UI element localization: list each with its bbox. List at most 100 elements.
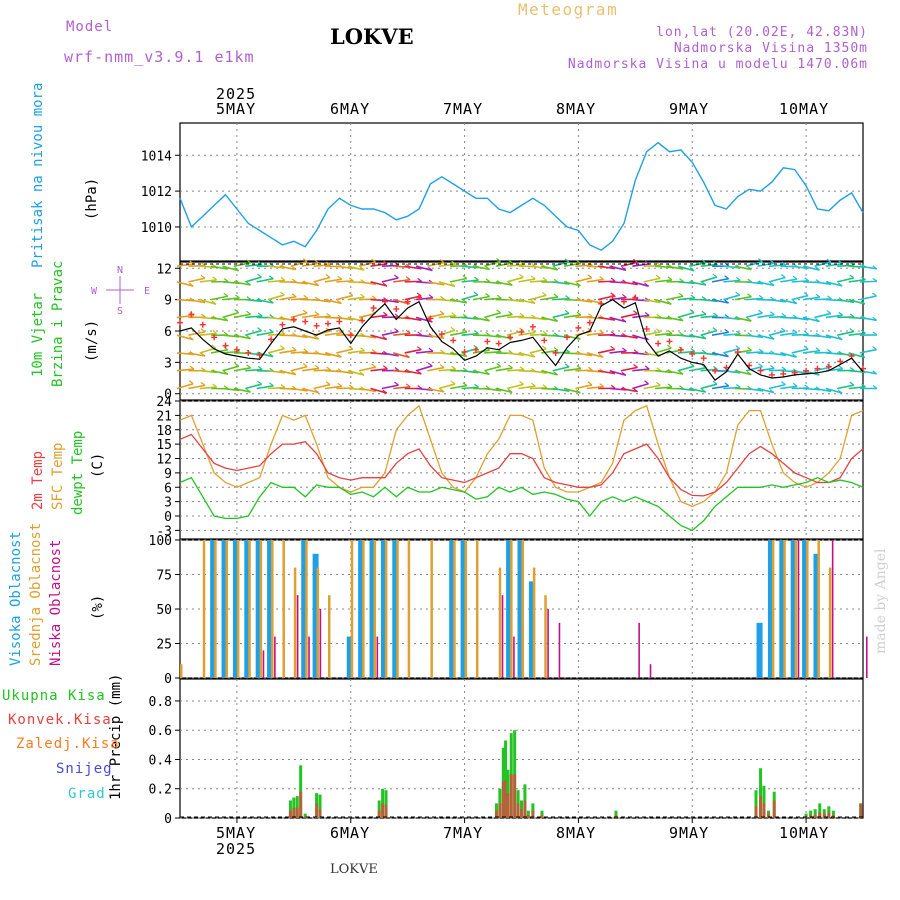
wind-barb [859,295,877,301]
wind-barb-head [473,291,479,296]
wind-barb-head [417,277,423,282]
precip-total-bar [318,794,322,818]
wind-barb-head [564,363,570,368]
wind-barb-head [280,330,286,335]
cloud-bar-0 [255,540,262,678]
compass-letter: E [144,286,150,297]
wind-barb-head [576,311,582,316]
wind-barb [313,264,331,267]
gust-marker [700,355,707,362]
precip-bars [288,730,863,818]
wind-barb-head [542,384,548,389]
model-name: wrf-nmm_v3.9.1 e1km [64,48,255,66]
gust-marker [689,351,696,357]
bottom-day-label: 8MAY [556,824,597,842]
wind-barb-head [439,364,445,369]
wind-barb-head [838,311,844,316]
cloud-bar-2 [319,609,322,678]
wind-barb-head [416,292,422,297]
wind-barb-head [325,274,331,279]
wind-barb [711,298,729,304]
cloud-bar-0 [358,540,365,678]
wind-barb-head [724,262,730,267]
cloud-bar-2 [558,622,561,678]
wind-barb-head [644,365,650,370]
wind-barb [575,384,593,390]
wind-barb [484,334,502,338]
wind-barb [677,387,695,392]
wind-barb-head [291,371,297,376]
wind-barb-head [439,259,445,264]
wind-barb-head [565,295,570,300]
gust-marker [507,334,514,341]
wind-barb-head [553,317,559,322]
wind-barb [256,277,274,283]
y-tick-label: 21 [156,409,172,424]
wind-barb [188,384,206,390]
wind-barb [233,367,251,372]
cloud-bar-1 [498,567,502,678]
wind-barb [757,387,775,394]
wind-barb-head [257,312,263,317]
cloud-bar-1 [430,540,433,678]
wind-barb-head [303,294,309,299]
wind-barb-head [496,257,501,262]
wind-barb-head [872,292,877,297]
wind-barb [768,383,786,390]
wind-barb-head [462,382,468,387]
wind-barb-head [666,344,672,349]
wind-barb-head [337,382,343,387]
wind-barb-head [746,317,752,322]
wind-barb-head [440,349,445,354]
wind-barb [598,316,616,321]
wind-barb-head [781,312,787,317]
panel-frame [179,678,864,819]
cloud-bar-1 [771,540,775,678]
precip-convective-bar [377,810,381,818]
top-day-label: 9MAY [669,100,710,118]
top-day-label: 6MAY [330,100,371,118]
wind-barb-head [291,346,297,351]
wind-barb [427,281,445,286]
precip-convective-bar [754,806,758,818]
wind-barb-head [223,331,229,336]
wind-barb [336,265,354,270]
gust-marker [336,318,343,325]
gust-marker [472,346,479,353]
wind-barb-head [758,363,763,368]
wind-barb-head [792,275,798,280]
wind-barb [848,385,866,390]
wind-barb [598,348,615,354]
wind-barb-head [724,328,730,333]
wind-barb [541,296,559,301]
wind-barb [233,281,251,286]
gust-marker [416,294,423,301]
wind-barb [222,365,239,372]
wind-barb [768,330,786,336]
wind-barb [518,352,536,358]
wind-barb-head [530,353,536,358]
top-day-label: 7MAY [443,100,484,118]
wind-barb-head [575,389,581,394]
model-label: Model [66,19,114,35]
wind-barb-head [462,367,468,372]
wind-barb [848,332,866,336]
wind-barb [632,382,649,390]
precip-convective-bar [501,781,505,818]
wind-barb-head [724,275,730,280]
wind-barb-head [325,381,331,386]
wind-barb [233,313,251,319]
wind-barb [586,298,604,305]
wind-barb-head [246,364,251,369]
wind-barb [552,366,570,372]
wind-barb-head [872,277,878,282]
gust-marker [188,311,195,318]
compass-letter: S [117,306,123,317]
precip-convective-bar [295,807,299,818]
wind-barb [518,298,536,305]
wind-barb [746,351,764,354]
y-tick-label: 50 [156,603,172,618]
wind-barb-head [780,327,786,332]
wind-barb [358,387,376,393]
wind-barb [438,368,456,372]
